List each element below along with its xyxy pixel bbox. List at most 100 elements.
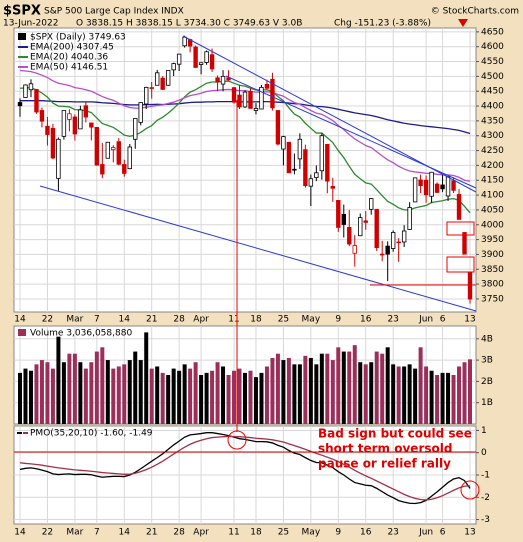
candle-body (149, 87, 154, 89)
volume-bar (286, 357, 291, 424)
volume-bar (413, 368, 418, 424)
candle-body (237, 94, 242, 108)
volume-bar (133, 351, 138, 424)
candle-body (111, 147, 116, 151)
candle-body (401, 230, 407, 243)
candle-body (292, 168, 297, 171)
volume-bar (56, 336, 61, 424)
candle-body (445, 176, 451, 197)
candle-body (231, 87, 237, 103)
x-tick-label: 18 (250, 528, 262, 538)
legend-label: EMA(50) 4146.51 (30, 63, 108, 73)
candle-body (467, 272, 473, 300)
volume-bar (127, 360, 132, 424)
volume-bar (385, 347, 390, 424)
volume-bar (292, 364, 297, 424)
subtitle: S&P 500 Large Cap Index INDX (44, 7, 184, 17)
line (19, 80, 471, 214)
candle-body (28, 83, 34, 91)
volume-bar (451, 375, 456, 424)
candle-body (171, 63, 176, 71)
candle-body (390, 232, 396, 249)
volume-bar (330, 360, 335, 424)
candle-body (198, 62, 204, 65)
volume-bar (319, 353, 324, 424)
x-tick-label: 6 (440, 528, 446, 538)
y-tick-label: 4400 (481, 102, 504, 112)
quote: O 3838.15 H 3838.15 L 3734.30 C 3749.63 … (76, 19, 302, 29)
y-tick-label: -3 (481, 515, 490, 525)
x-tick-label: 23 (387, 315, 398, 325)
x-tick-label: 23 (387, 528, 398, 538)
x-tick-label: 7 (94, 528, 100, 538)
candle-body (226, 77, 231, 81)
candle-body (308, 178, 314, 187)
y-tick-label: 4150 (481, 176, 504, 186)
candle-body (275, 110, 281, 145)
y-tick-label: -1 (481, 471, 490, 481)
candle-body (127, 146, 132, 170)
candle-body (39, 110, 45, 122)
y-tick-label: -2 (481, 493, 490, 503)
candle-body (456, 194, 462, 220)
volume-bar (232, 370, 237, 424)
volume-bar (440, 372, 445, 424)
volume-bar (391, 364, 396, 424)
volume-bar (149, 368, 154, 424)
volume-bar (358, 362, 363, 424)
price-panel (13, 27, 477, 313)
volume-bar (325, 353, 330, 424)
candle-body (440, 184, 445, 190)
volume-bar (270, 357, 275, 424)
candle-body (385, 245, 390, 255)
candle-body (407, 207, 412, 230)
candle-body (67, 113, 72, 120)
x-tick-label: 21 (146, 528, 157, 538)
crossover-circle (460, 480, 480, 500)
candle-body (100, 164, 105, 175)
legend-label: EMA(20) 4040.36 (30, 53, 108, 63)
candle-body (160, 77, 165, 90)
candle-body (242, 91, 248, 108)
symbol: $SPX (3, 4, 41, 19)
candle-body (434, 183, 440, 193)
candle-body (154, 72, 160, 86)
y-tick-label: 2B (481, 377, 493, 387)
date: 13-Jun-2022 (3, 19, 58, 29)
candle-body (341, 213, 346, 225)
candle-body (259, 86, 264, 110)
candle-body (138, 102, 143, 123)
candle-body (451, 180, 456, 191)
candle-body (314, 172, 319, 178)
y-tick-label: 1B (481, 398, 493, 408)
change: Chg -151.23 (-3.88%) (334, 19, 431, 29)
candle-body (358, 217, 363, 237)
candle-body (374, 208, 379, 249)
legend-label: Volume 3,036,058,880 (30, 329, 132, 339)
x-tick-label: Mar (66, 315, 83, 325)
volume-bar (116, 366, 121, 424)
legend-swatch (18, 329, 26, 336)
candle-body (347, 227, 352, 245)
volume-bar (34, 364, 39, 424)
candle-body (116, 141, 121, 165)
trend-line (39, 185, 477, 312)
x-tick-label: 11 (228, 528, 239, 538)
volume-bar (138, 360, 143, 424)
crossover-circle (227, 430, 247, 450)
legend-swatch (18, 33, 26, 40)
volume-bar (457, 366, 462, 424)
y-tick-label: 4600 (481, 42, 504, 52)
x-tick-label: 22 (42, 315, 53, 325)
volume-bar (177, 370, 182, 424)
volume-bar (308, 357, 313, 424)
y-tick-label: 0 (481, 448, 487, 458)
volume-bar (67, 353, 72, 424)
candle-body (89, 122, 94, 128)
y-tick-label: 4100 (481, 191, 504, 201)
volume-bar (424, 366, 429, 424)
candle-body (462, 232, 467, 255)
x-tick-label: 28 (173, 315, 185, 325)
candle-body (303, 149, 308, 186)
